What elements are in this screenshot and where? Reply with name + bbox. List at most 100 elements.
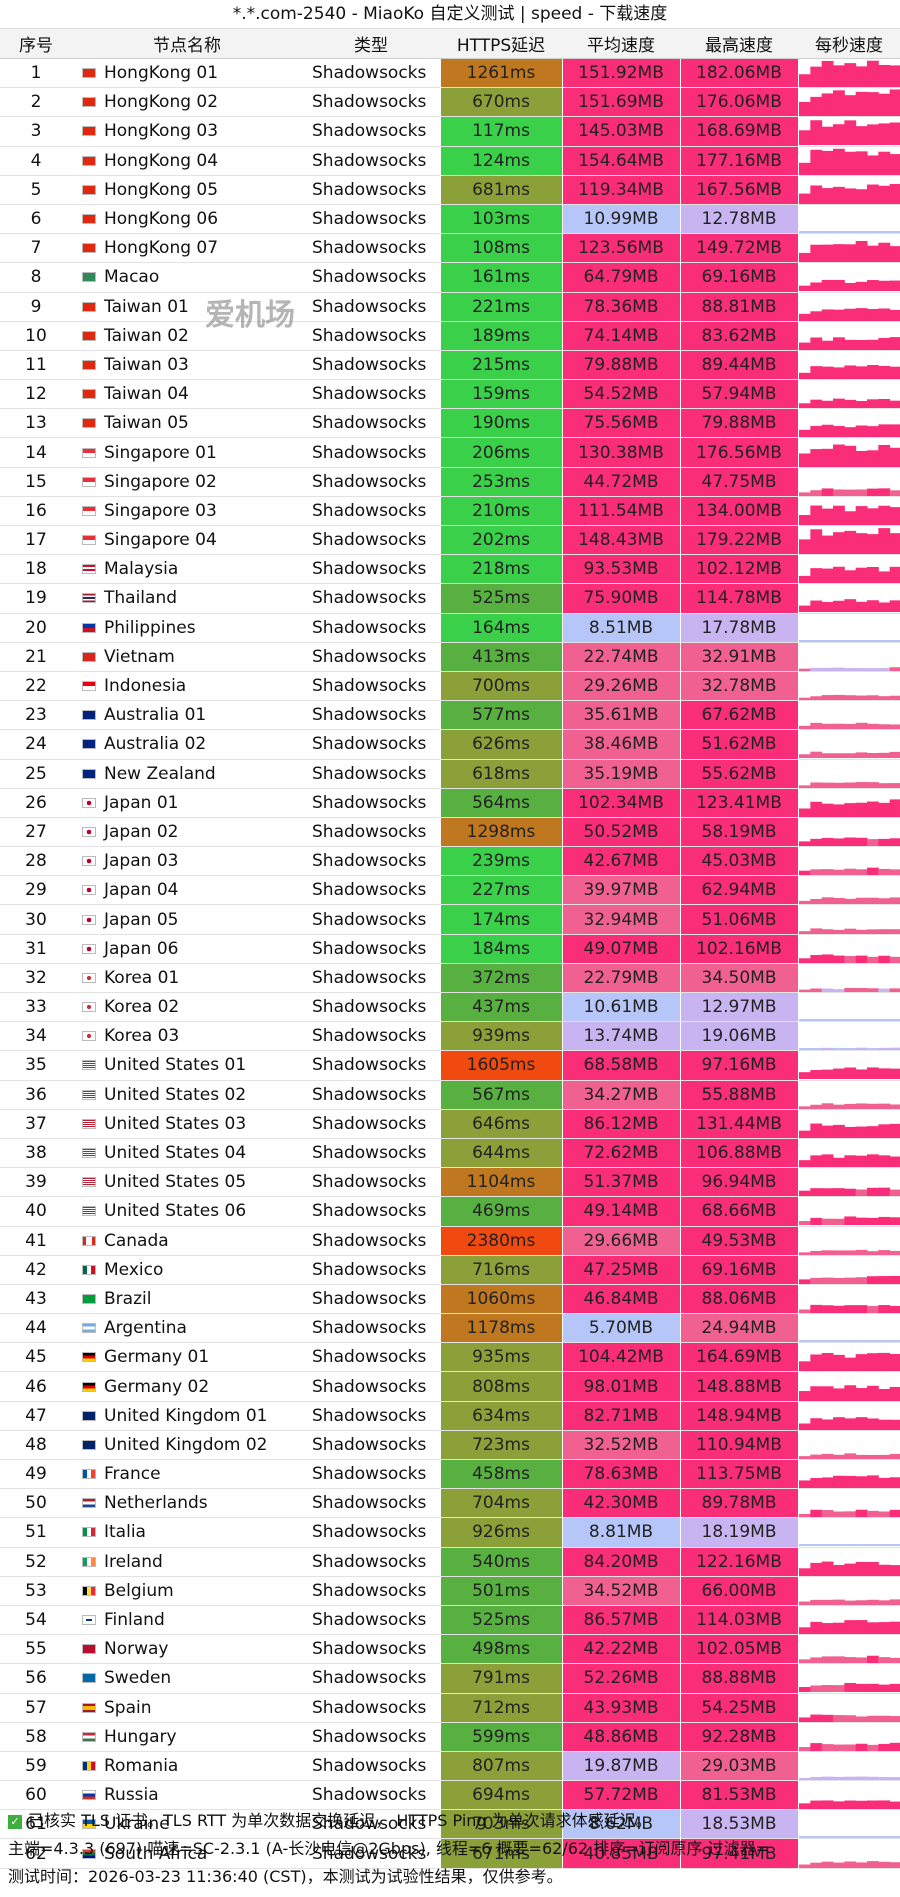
sparkline-bar bbox=[809, 696, 822, 701]
max-speed: 164.69MB bbox=[679, 1342, 799, 1372]
sparkline-bar bbox=[866, 1655, 879, 1664]
ph-flag-icon bbox=[82, 622, 96, 633]
node-name: South Africa bbox=[104, 1843, 208, 1864]
sparkline-bar bbox=[843, 188, 856, 204]
sparkline-bar bbox=[855, 1340, 867, 1343]
sparkline-bar bbox=[809, 505, 822, 525]
https-latency: 227ms bbox=[439, 875, 563, 905]
table-row: 1 HongKong 01 Shadowsocks 1261ms 151.92MB 182… bbox=[0, 58, 900, 88]
row-index: 61 bbox=[25, 1814, 47, 1835]
sparkline-bar bbox=[821, 928, 833, 934]
per-second-speed bbox=[798, 788, 900, 817]
sparkline-bar bbox=[809, 927, 822, 934]
row-index: 9 bbox=[30, 296, 42, 317]
sparkline-bar bbox=[832, 1714, 845, 1722]
avg-speed: 29.26MB bbox=[561, 671, 681, 701]
sparkline-bar bbox=[798, 1279, 811, 1284]
avg-speed: 42.67MB bbox=[561, 846, 681, 876]
sparkline-bar bbox=[843, 1600, 856, 1605]
sparkline-bar bbox=[798, 1456, 811, 1459]
sparkline-bar bbox=[889, 507, 900, 525]
sparkline-bar bbox=[877, 151, 890, 175]
sparkline-bar bbox=[889, 533, 900, 555]
row-index: 26 bbox=[25, 792, 47, 813]
https-latency: 498ms bbox=[439, 1634, 563, 1664]
avg-speed: 43.93MB bbox=[561, 1693, 681, 1723]
row-index: 2 bbox=[30, 92, 42, 113]
sparkline-bar bbox=[843, 489, 856, 496]
sparkline-bar bbox=[889, 1453, 900, 1459]
sparkline-bar bbox=[798, 193, 811, 204]
node-name-cell: Australia 02 bbox=[72, 730, 302, 759]
sparkline-bar bbox=[866, 92, 879, 117]
node-name-cell: Indonesia bbox=[72, 671, 302, 700]
https-latency: 1060ms bbox=[439, 1284, 563, 1314]
node-name-cell: Taiwan 03 bbox=[72, 350, 302, 379]
speed-sparkline bbox=[798, 183, 900, 204]
node-name-cell: Singapore 01 bbox=[72, 438, 302, 467]
sparkline-bar bbox=[832, 309, 845, 321]
sparkline-bar bbox=[798, 989, 811, 992]
sparkline-bar bbox=[866, 1385, 879, 1401]
per-second-speed bbox=[798, 1722, 900, 1751]
hk-flag-icon bbox=[82, 184, 96, 195]
node-name-cell: Canada bbox=[72, 1226, 302, 1255]
table-row: 16 Singapore 03 Shadowsocks 210ms 111.54MB 13… bbox=[0, 496, 900, 526]
per-second-speed bbox=[798, 1518, 900, 1547]
sparkline-bar bbox=[821, 954, 833, 963]
col-header-type: 类型 bbox=[302, 29, 440, 59]
speed-sparkline bbox=[798, 444, 900, 467]
node-name: Japan 01 bbox=[104, 792, 179, 813]
table-row: 53 Belgium Shadowsocks 501ms 34.52MB 66.00MB bbox=[0, 1576, 900, 1606]
avg-speed: 22.74MB bbox=[561, 642, 681, 672]
avg-speed: 78.36MB bbox=[561, 292, 681, 322]
max-speed: 81.53MB bbox=[679, 1780, 799, 1810]
sparkline-bar bbox=[866, 988, 879, 992]
max-speed: 177.16MB bbox=[679, 146, 799, 176]
sparkline-bar bbox=[809, 1340, 822, 1343]
node-type: Shadowsocks bbox=[312, 63, 427, 84]
sg-flag-icon bbox=[82, 535, 96, 546]
per-second-speed bbox=[798, 759, 900, 788]
sparkline-bar bbox=[843, 427, 856, 438]
sparkline-bar bbox=[855, 1657, 867, 1664]
node-name: New Zealand bbox=[104, 763, 216, 784]
node-type: Shadowsocks bbox=[312, 1697, 427, 1718]
sparkline-bar bbox=[832, 1104, 845, 1109]
node-name: Argentina bbox=[104, 1318, 187, 1339]
max-speed: 55.88MB bbox=[679, 1080, 799, 1110]
sparkline-bar bbox=[832, 1387, 845, 1401]
hk-flag-icon bbox=[82, 97, 96, 108]
per-second-speed bbox=[798, 321, 900, 350]
per-second-speed bbox=[798, 438, 900, 467]
avg-speed: 86.57MB bbox=[561, 1605, 681, 1635]
se-flag-icon bbox=[82, 1673, 96, 1684]
th-flag-icon bbox=[82, 593, 96, 604]
row-index: 14 bbox=[25, 442, 47, 463]
https-latency: 124ms bbox=[439, 146, 563, 176]
table-row: 49 France Shadowsocks 458ms 78.63MB 113.75MB bbox=[0, 1459, 900, 1489]
sparkline-bar bbox=[866, 1418, 879, 1430]
sparkline-bar bbox=[866, 488, 879, 496]
row-index: 29 bbox=[25, 880, 47, 901]
sparkline-bar bbox=[809, 185, 822, 204]
node-name: Italia bbox=[104, 1522, 146, 1543]
sparkline-bar bbox=[855, 92, 867, 117]
node-name: United States 03 bbox=[104, 1113, 247, 1134]
speed-sparkline bbox=[798, 1509, 900, 1518]
max-speed: 62.94MB bbox=[679, 875, 799, 905]
sparkline-bar bbox=[877, 444, 890, 467]
sparkline-bar bbox=[798, 1544, 811, 1547]
speed-sparkline bbox=[798, 1304, 900, 1313]
node-name: Japan 05 bbox=[104, 909, 179, 930]
max-speed: 88.06MB bbox=[679, 1284, 799, 1314]
node-type: Shadowsocks bbox=[312, 1434, 427, 1455]
row-index: 53 bbox=[25, 1580, 47, 1601]
sparkline-bar bbox=[877, 1388, 890, 1401]
sparkline-bar bbox=[843, 1277, 856, 1284]
per-second-speed bbox=[798, 496, 900, 525]
sparkline-bar bbox=[877, 1544, 890, 1547]
sparkline-bar bbox=[809, 1155, 822, 1168]
sparkline-bar bbox=[832, 124, 845, 146]
per-second-speed bbox=[798, 467, 900, 496]
